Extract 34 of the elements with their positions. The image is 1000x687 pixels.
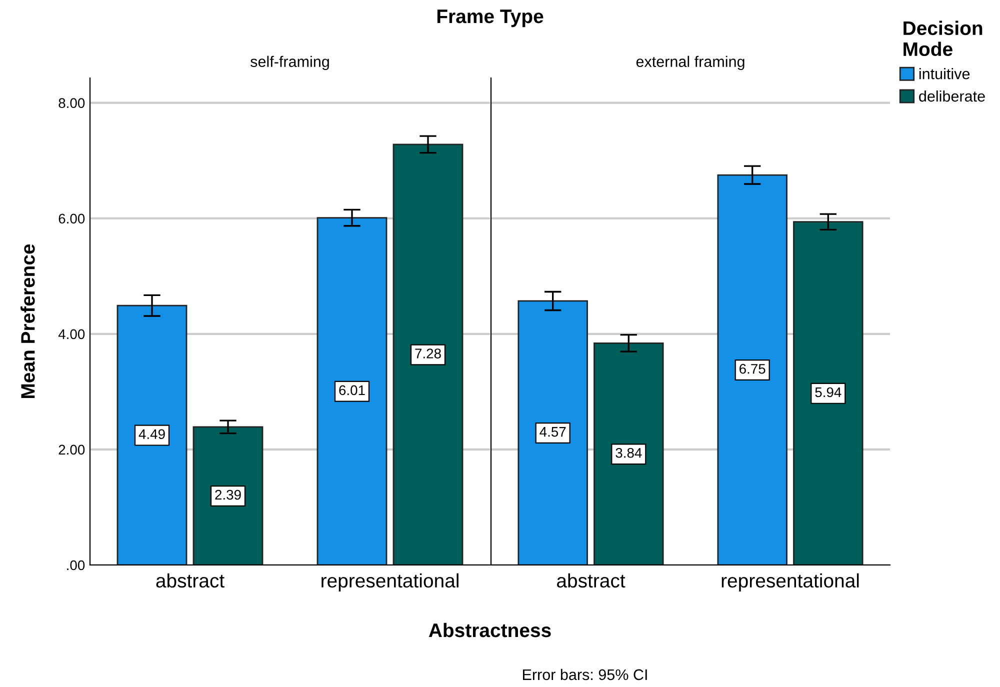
bar [392, 144, 464, 565]
data-label: 5.94 [815, 387, 842, 398]
legend-label: deliberate [919, 90, 985, 102]
bar [518, 300, 588, 565]
bar [316, 217, 388, 565]
data-label: 3.84 [616, 448, 642, 458]
chart-title: self-framing [250, 56, 329, 70]
bar [793, 221, 864, 565]
bar [717, 174, 788, 565]
chart-title: external framing [636, 56, 744, 70]
x-axis-title: Abstractness [428, 622, 551, 638]
legend-label: intuitive [919, 68, 970, 80]
bar [116, 304, 188, 565]
y-axis-title: Mean Preference [20, 244, 35, 398]
data-label: 4.49 [138, 429, 165, 440]
bar [594, 342, 664, 565]
data-label: 6.01 [339, 385, 365, 396]
x-tick-label: representational [322, 573, 458, 592]
legend-title: Decision Mode [904, 20, 982, 56]
x-tick-label: representational [722, 573, 859, 592]
y-tick-label: 4.00 [58, 329, 85, 340]
y-tick-label: 8.00 [58, 98, 85, 108]
x-tick-label: abstract [556, 573, 626, 588]
text: Frame Type [437, 10, 544, 28]
data-label: 2.39 [215, 490, 241, 500]
y-tick-label: 6.00 [58, 214, 85, 224]
x-tick-label: abstract [156, 573, 224, 588]
data-label: 4.57 [540, 427, 566, 437]
data-label: 6.75 [740, 364, 766, 374]
bar [192, 426, 264, 565]
y-tick-label: 2.00 [58, 444, 85, 455]
y-tick-label: .00 [67, 560, 85, 570]
text: Error bars: 95% CI [523, 668, 647, 680]
data-label: 7.28 [415, 348, 441, 358]
